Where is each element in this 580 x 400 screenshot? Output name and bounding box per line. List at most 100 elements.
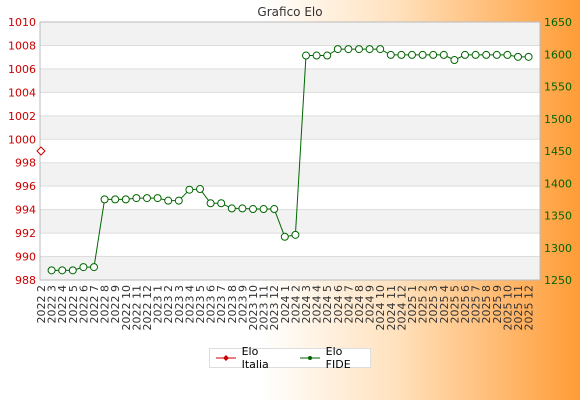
- legend: Elo Italia Elo FIDE: [209, 345, 371, 371]
- x-tick-label: 2023 7: [215, 285, 228, 324]
- left-axis: 988 990 992 994 996 998 1000 1002 1004 1006 1008 10…: [8, 16, 36, 287]
- data-point: [291, 230, 300, 239]
- data-point: [482, 50, 491, 59]
- plot-bands: [40, 21, 540, 281]
- x-tick-label: 2024 11: [385, 285, 398, 331]
- data-point: [333, 45, 342, 54]
- left-tick-label: 1002: [8, 110, 36, 123]
- chart-title: Grafico Elo: [257, 5, 322, 19]
- data-point: [503, 50, 512, 59]
- x-tick-label: 2022 9: [109, 285, 122, 324]
- data-point: [174, 196, 183, 205]
- x-tick-label: 2023 11: [258, 285, 271, 331]
- left-tick-label: 998: [15, 157, 36, 170]
- data-point: [397, 50, 406, 59]
- data-point: [408, 50, 416, 59]
- data-point: [36, 146, 46, 156]
- x-tick-label: 2023 4: [183, 285, 196, 324]
- data-point: [47, 266, 56, 275]
- data-point: [185, 185, 194, 194]
- data-point: [79, 263, 88, 272]
- grid-band: [40, 115, 540, 140]
- legend-item-elo-italia[interactable]: Elo Italia: [216, 345, 288, 371]
- x-tick-label: 2025 2: [417, 285, 430, 324]
- legend-item-elo-fide[interactable]: Elo FIDE: [300, 345, 370, 371]
- left-tick-label: 1004: [8, 86, 36, 99]
- left-tick-label: 992: [15, 227, 36, 240]
- grid-band: [40, 233, 540, 257]
- right-tick-label: 1400: [544, 177, 572, 190]
- data-point: [280, 232, 289, 241]
- data-point: [238, 204, 247, 213]
- grid-band: [40, 92, 540, 116]
- series-layer: [36, 45, 533, 275]
- legend-label-elo-italia: Elo Italia: [241, 345, 269, 371]
- data-point: [143, 194, 151, 203]
- data-point: [164, 196, 173, 205]
- x-tick-label: 2025 10: [501, 285, 514, 331]
- left-tick-label: 996: [15, 180, 36, 193]
- data-point: [206, 199, 215, 208]
- right-axis: 1250 1300 1350 1400 1450 1500 1550 1600 1650: [544, 16, 572, 287]
- x-tick-label: 2023 3: [173, 285, 186, 324]
- right-tick-label: 1600: [544, 48, 572, 61]
- x-tick-label: 2024 1: [279, 285, 292, 324]
- x-tick-label: 2024 4: [311, 285, 324, 324]
- x-tick-label: 2025 9: [491, 285, 504, 324]
- x-tick-label: 2025 11: [512, 285, 525, 331]
- data-point: [249, 205, 257, 214]
- x-tick-label: 2023 6: [205, 285, 218, 324]
- x-tick-label: 2022 6: [77, 285, 90, 324]
- grid-band: [40, 45, 540, 69]
- data-point: [227, 204, 236, 213]
- data-point: [121, 195, 130, 204]
- data-point: [132, 194, 141, 203]
- grid-band: [40, 139, 540, 163]
- data-point: [524, 52, 533, 61]
- data-point: [461, 50, 469, 59]
- x-tick-label: 2022 2: [35, 285, 48, 324]
- x-tick-label: 2022 3: [46, 285, 59, 324]
- data-point: [217, 199, 226, 208]
- data-point: [153, 194, 162, 203]
- x-tick-label: 2022 8: [99, 285, 112, 324]
- data-point: [492, 50, 501, 59]
- x-tick-label: 2025 3: [427, 285, 440, 324]
- x-tick-label: 2023 12: [268, 285, 281, 331]
- x-tick-label: 2023 2: [162, 285, 175, 324]
- left-tick-label: 1008: [8, 39, 36, 52]
- data-point: [439, 50, 448, 59]
- grid-band: [40, 22, 540, 46]
- data-point: [376, 45, 385, 54]
- x-tick-label: 2025 8: [480, 285, 493, 324]
- data-point: [344, 45, 353, 54]
- right-tick-label: 1300: [544, 242, 572, 255]
- x-tick-label: 2023 10: [247, 285, 260, 331]
- data-point: [365, 45, 374, 54]
- data-point: [450, 56, 459, 65]
- x-tick-label: 2025 6: [459, 285, 472, 324]
- left-tick-label: 1000: [8, 133, 36, 146]
- x-tick-label: 2024 2: [289, 285, 302, 324]
- left-tick-label: 1006: [8, 63, 36, 76]
- data-point: [270, 205, 279, 214]
- x-tick-label: 2023 9: [236, 285, 249, 324]
- x-tick-label: 2023 8: [226, 285, 239, 324]
- data-point: [323, 51, 332, 60]
- x-tick-label: 2023 1: [152, 285, 165, 324]
- x-tick-label: 2022 7: [88, 285, 101, 324]
- x-tick-label: 2022 5: [67, 285, 80, 324]
- data-point: [312, 51, 321, 60]
- left-tick-label: 990: [15, 251, 36, 264]
- x-tick-label: 2024 8: [353, 285, 366, 324]
- right-tick-label: 1650: [544, 16, 572, 29]
- legend-marker-elo-italia: [216, 355, 236, 361]
- x-tick-label: 2022 4: [56, 285, 69, 324]
- data-point: [302, 51, 310, 60]
- x-tick-label: 2024 3: [300, 285, 313, 324]
- left-tick-label: 988: [15, 274, 36, 287]
- x-tick-label: 2024 7: [342, 285, 355, 324]
- x-tick-label: 2025 1: [406, 285, 419, 324]
